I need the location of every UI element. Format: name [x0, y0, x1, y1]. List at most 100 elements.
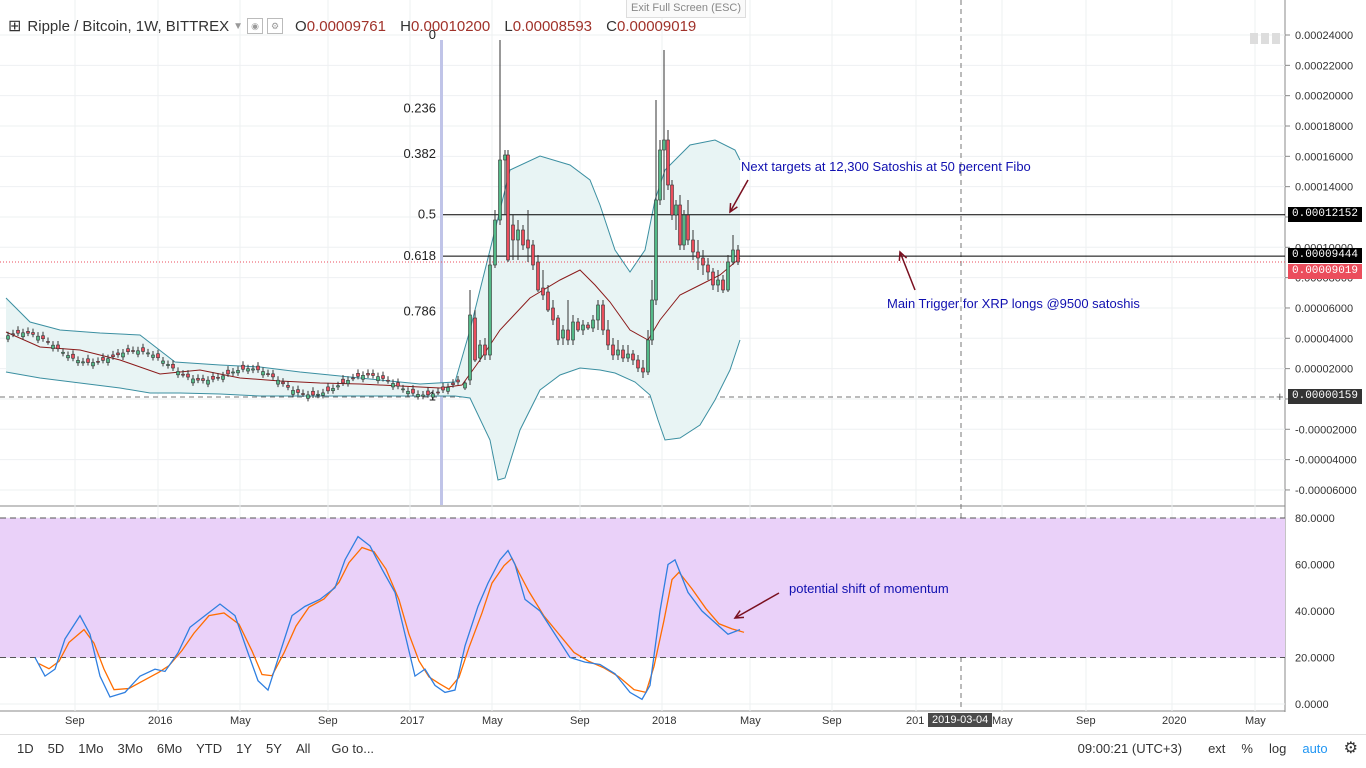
chevron-down-icon[interactable]: ▼	[233, 20, 244, 32]
pane-maximize-icon[interactable]	[1272, 33, 1280, 44]
candle-body	[101, 357, 105, 361]
settings-gear-icon[interactable]: ⚙	[1343, 740, 1358, 757]
candle-body	[281, 381, 285, 385]
candle-body	[361, 375, 365, 380]
candle-body	[646, 339, 650, 373]
candle-body	[276, 379, 280, 385]
price-tick-label: 0.00006000	[1295, 303, 1353, 315]
price-tick-label: -0.00002000	[1295, 424, 1357, 436]
time-axis-label: Sep	[570, 715, 590, 727]
candle-body	[488, 264, 492, 356]
log-toggle[interactable]: log	[1268, 740, 1287, 756]
candle-body	[636, 359, 640, 369]
time-axis-label: 2017	[400, 715, 425, 727]
candle-body	[626, 353, 630, 359]
price-tick-label: 0.00002000	[1295, 364, 1353, 376]
candle-body	[631, 353, 635, 361]
fib-label-0.382: 0.382	[403, 146, 436, 161]
candle-body	[271, 373, 275, 378]
candle-body	[601, 304, 605, 331]
pane-up-icon[interactable]	[1250, 33, 1258, 44]
candle-body	[536, 261, 540, 291]
timeframe-buttons: 1D 5D 1Mo 3Mo 6Mo YTD 1Y 5Y All	[10, 741, 317, 756]
candle-body	[396, 382, 400, 387]
candle-body	[401, 388, 405, 391]
candle-body	[463, 382, 467, 389]
candle-body	[381, 375, 385, 379]
timeframe-5d[interactable]: 5D	[47, 740, 65, 756]
candle-body	[136, 350, 140, 355]
candle-body	[141, 347, 145, 352]
collapse-icon[interactable]: ⊞	[8, 18, 22, 35]
candle-body	[86, 358, 90, 363]
candle-body	[171, 363, 175, 369]
osc-tick-label: 60.0000	[1295, 560, 1335, 572]
candle-body	[721, 279, 725, 291]
timeframe-1d[interactable]: 1D	[17, 740, 34, 756]
candle-body	[116, 352, 120, 356]
candle-body	[66, 355, 70, 359]
candle-body	[6, 335, 10, 340]
candle-body	[251, 368, 255, 371]
candle-body	[146, 352, 150, 355]
arrow-momentum-head	[733, 610, 745, 619]
candle-body	[191, 378, 195, 384]
candle-body	[16, 329, 20, 334]
timeframe-1mo[interactable]: 1Mo	[78, 740, 104, 756]
timeframe-5y[interactable]: 5Y	[266, 740, 282, 756]
price-axis[interactable]: 0.00024000 0.00022000 0.00020000 0.00018000…	[1285, 30, 1357, 711]
price-tag-crosshair: 0.00000159	[1288, 389, 1363, 404]
percent-toggle[interactable]: %	[1241, 740, 1253, 756]
auto-toggle[interactable]: auto	[1302, 740, 1328, 756]
candle-body	[616, 349, 620, 356]
exit-fullscreen-button[interactable]: Exit Full Screen (ESC)	[626, 0, 747, 18]
gear-icon[interactable]: ⚙	[267, 18, 284, 34]
candle-body	[711, 271, 715, 286]
symbol-title[interactable]: Ripple / Bitcoin, 1W, BITTREX	[27, 17, 230, 35]
candle-body	[421, 394, 425, 397]
timeframe-all[interactable]: All	[295, 740, 311, 756]
timeframe-ytd[interactable]: YTD	[196, 740, 223, 756]
time-axis-label: Sep	[318, 715, 338, 727]
osc-band	[0, 518, 1285, 658]
candle-body	[236, 370, 240, 374]
eye-icon[interactable]: ◉	[247, 18, 264, 34]
candle-body	[446, 387, 450, 392]
time-axis-label: 201	[906, 715, 925, 727]
candle-body	[296, 389, 300, 393]
time-axis-label: May	[740, 715, 761, 727]
candle-body	[586, 324, 590, 329]
candle-body	[426, 390, 430, 396]
price-tick-label: 0.00018000	[1295, 121, 1353, 133]
goto-button[interactable]: Go to...	[331, 740, 375, 756]
candle-body	[641, 367, 645, 373]
candle-body	[371, 373, 375, 376]
candle-body	[56, 344, 60, 350]
candle-body	[696, 251, 700, 259]
candle-body	[41, 335, 45, 340]
candle-body	[301, 393, 305, 395]
candle-body	[201, 378, 205, 381]
annotation-main-trigger: Main Trigger for XRP longs @9500 satoshi…	[887, 296, 1140, 311]
ext-toggle[interactable]: ext	[1208, 740, 1226, 756]
timeframe-1y[interactable]: 1Y	[236, 740, 253, 756]
pane-down-icon[interactable]	[1261, 33, 1269, 44]
time-axis-label: Sep	[65, 715, 85, 727]
timeframe-6mo[interactable]: 6Mo	[156, 740, 183, 756]
candle-body	[611, 344, 615, 356]
clock: 09:00:21 (UTC+3)	[1077, 740, 1183, 756]
candle-body	[511, 224, 515, 241]
annotations[interactable]: Next targets at 12,300 Satoshis at 50 pe…	[729, 159, 1140, 619]
osc-tick-label: 20.0000	[1295, 653, 1335, 665]
candle-body	[566, 329, 570, 341]
candle-body	[226, 369, 230, 375]
candle-body	[156, 353, 160, 359]
candle-body	[211, 375, 215, 380]
fib-label-0.236: 0.236	[403, 101, 436, 116]
time-axis-label: May	[1245, 715, 1266, 727]
pane-controls[interactable]	[1250, 33, 1280, 44]
candle-body	[286, 385, 290, 388]
timeframe-3mo[interactable]: 3Mo	[117, 740, 143, 756]
